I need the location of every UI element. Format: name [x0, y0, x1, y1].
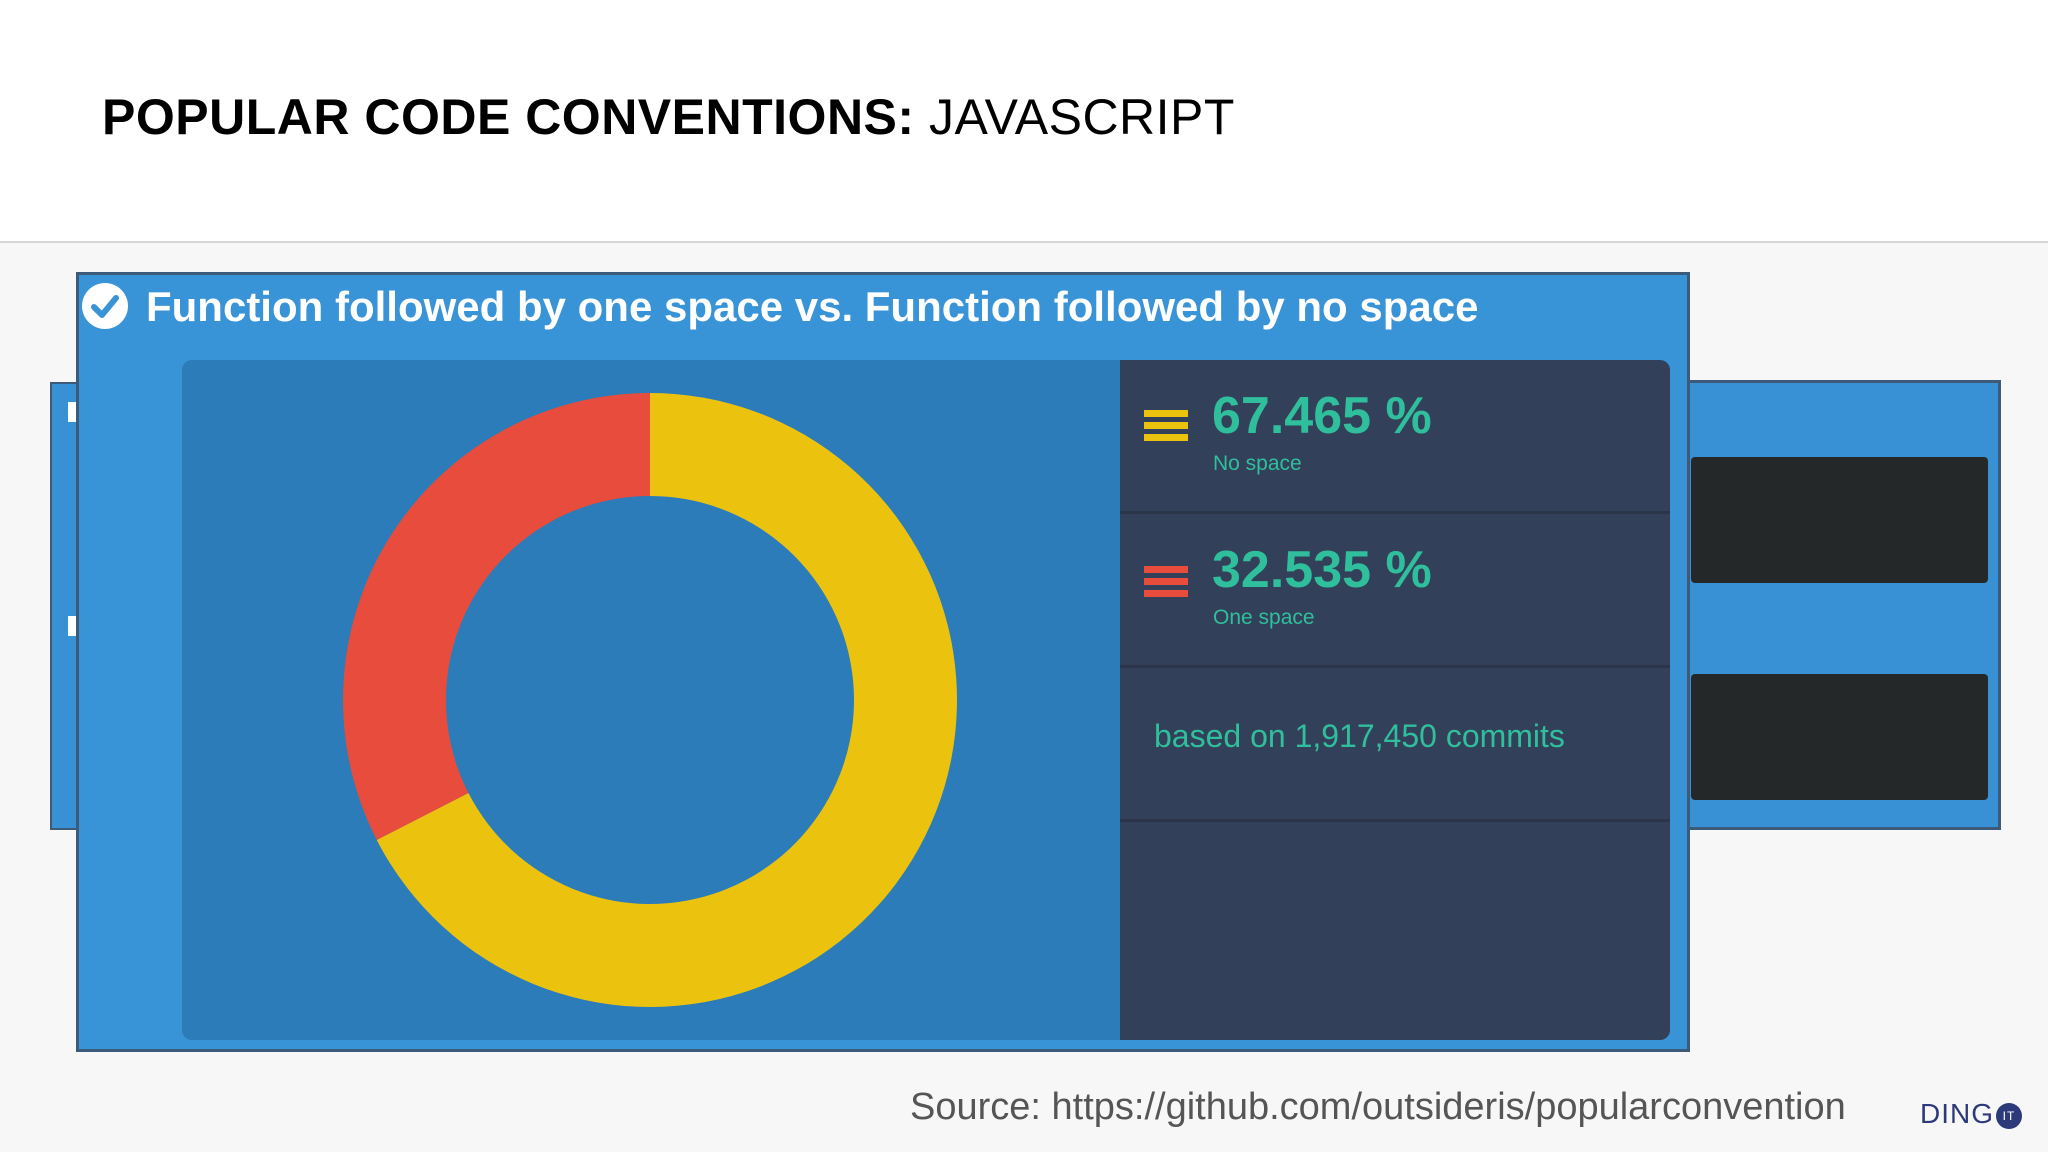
card-edge-marker [68, 402, 76, 422]
card-edge-marker [68, 616, 76, 636]
donut-slice-no-space [376, 393, 958, 1008]
commit-count-text: based on 1,917,450 commits [1154, 718, 1565, 754]
stat-label-one-space: One space [1213, 606, 1315, 629]
slide-title-bold: POPULAR CODE CONVENTIONS: [102, 89, 915, 145]
stat-row-no-space: 67.465 % No space [1120, 360, 1670, 514]
slide-title: POPULAR CODE CONVENTIONS: JAVASCRIPT [102, 88, 1235, 146]
card-heading: Function followed by one space vs. Funct… [146, 283, 1479, 330]
logo-badge: IT [1996, 1102, 2022, 1129]
header-band [0, 0, 2048, 243]
stats-panel [1120, 360, 1670, 1040]
company-logo: DING IT [1920, 1098, 2022, 1130]
stat-row-commits: based on 1,917,450 commits [1120, 668, 1670, 822]
slide-title-light: JAVASCRIPT [928, 89, 1235, 145]
background-card-right [1670, 380, 2001, 830]
legend-lines-icon [1144, 566, 1188, 602]
background-dark-bar [1691, 674, 1988, 800]
background-dark-bar [1691, 457, 1988, 583]
stat-row-one-space: 32.535 % One space [1120, 514, 1670, 668]
check-circle-icon [82, 283, 128, 329]
stat-value-no-space: 67.465 % [1212, 387, 1432, 445]
logo-text: DING [1920, 1098, 1994, 1129]
donut-slice-one-space [343, 393, 650, 840]
stat-value-one-space: 32.535 % [1212, 541, 1432, 599]
source-citation: Source: https://github.com/outsideris/po… [910, 1086, 1846, 1128]
chart-panel [182, 360, 1120, 1040]
donut-chart [343, 393, 958, 1008]
legend-lines-icon [1144, 410, 1188, 446]
stat-label-no-space: No space [1213, 452, 1302, 475]
